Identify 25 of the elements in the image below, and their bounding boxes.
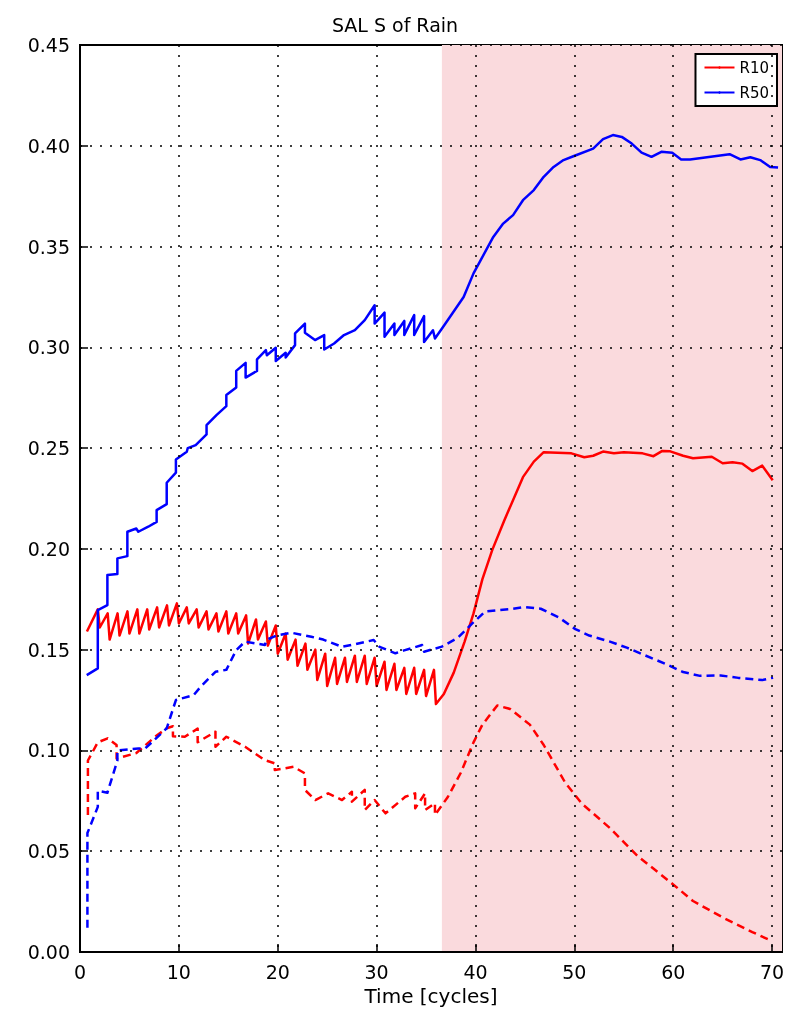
x-tick-label: 30	[364, 960, 389, 983]
x-tick-label: 70	[760, 960, 785, 983]
y-tick-label: 0.10	[27, 739, 70, 762]
y-tick-label: 0.05	[27, 840, 70, 863]
y-tick-label: 0.30	[27, 336, 70, 359]
y-tick-label: 0.25	[27, 437, 70, 460]
chart-title: SAL S of Rain	[331, 13, 459, 36]
line-series	[86, 605, 775, 930]
y-tick-label: 0.15	[27, 638, 70, 661]
legend-label: R50	[739, 83, 770, 102]
x-tick-label: 20	[265, 960, 290, 983]
y-tick-label: 0.20	[27, 537, 70, 560]
y-tick-label: 0.00	[27, 941, 70, 963]
line-series	[85, 133, 780, 677]
line-series	[85, 449, 774, 706]
legend-label: R10	[739, 58, 770, 77]
x-tick-label: 10	[166, 960, 191, 983]
x-axis-title: Time [cycles]	[363, 983, 498, 1008]
x-tick-label: 60	[661, 960, 686, 983]
y-tick-label: 0.45	[27, 34, 70, 56]
x-tick-label: 0	[73, 960, 87, 983]
x-tick-label: 50	[562, 960, 587, 983]
y-tick-label: 0.35	[27, 235, 70, 258]
y-tick-label: 0.40	[27, 134, 70, 157]
x-tick-label: 40	[463, 960, 488, 983]
